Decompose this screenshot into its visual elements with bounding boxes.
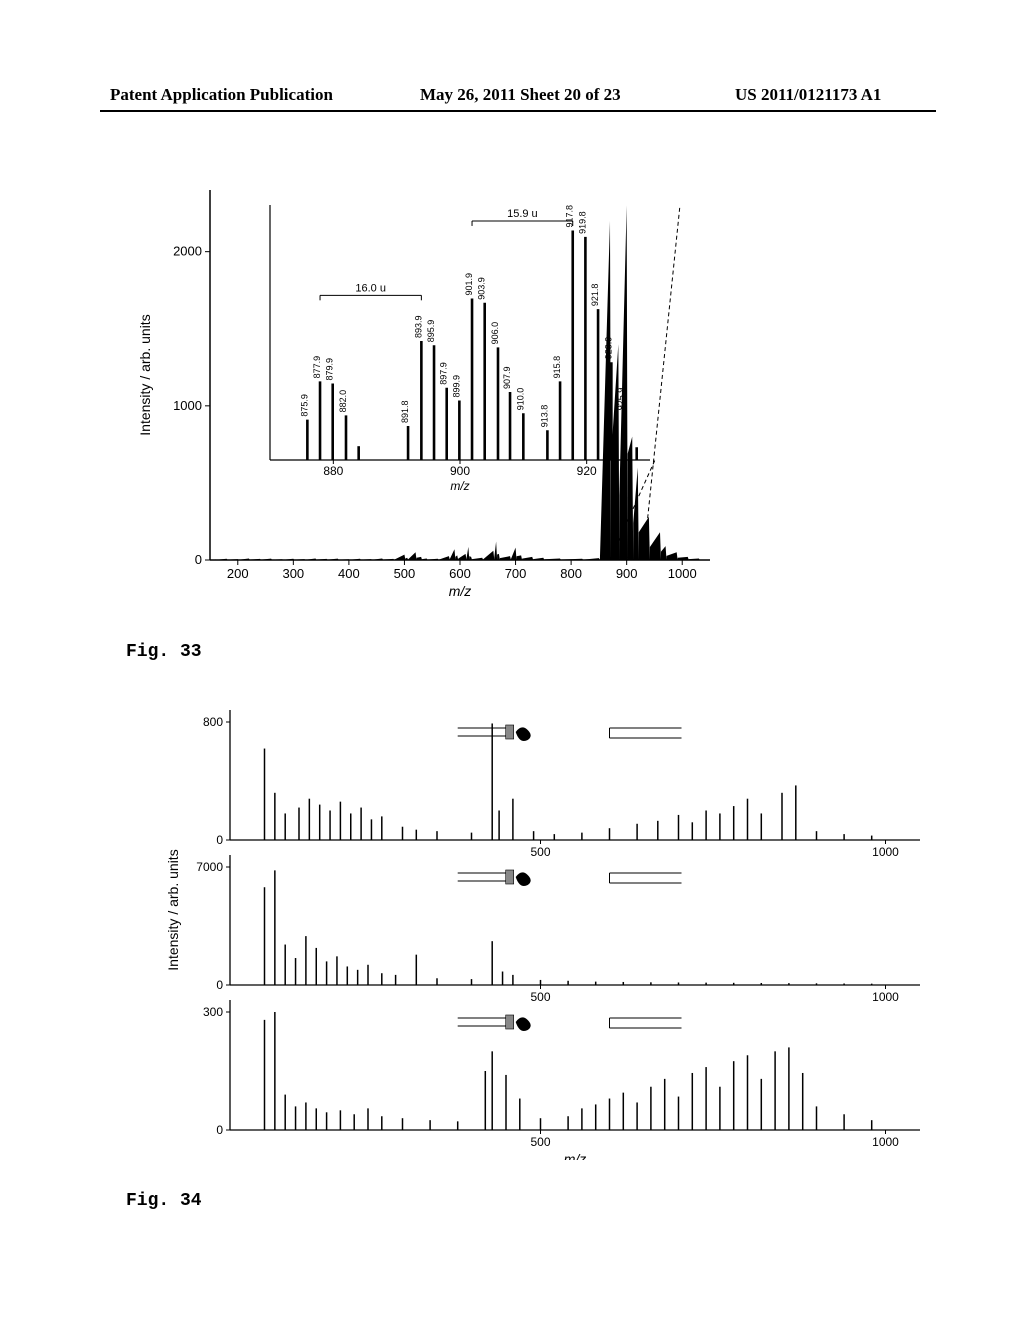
svg-text:2000: 2000 xyxy=(173,244,202,259)
header-patent-number: US 2011/0121173 A1 xyxy=(735,85,881,105)
svg-text:800: 800 xyxy=(203,715,223,729)
fig33-chart: 0 1000 2000 200 300 400 500 600 700 800 900 1000 m/z… xyxy=(130,160,730,600)
svg-text:1000: 1000 xyxy=(668,566,697,581)
svg-text:913.8: 913.8 xyxy=(539,405,549,428)
svg-text:907.9: 907.9 xyxy=(502,366,512,389)
svg-text:910.0: 910.0 xyxy=(515,388,525,411)
svg-text:891.8: 891.8 xyxy=(400,400,410,423)
svg-text:923.9: 923.9 xyxy=(603,337,613,360)
svg-text:877.9: 877.9 xyxy=(312,356,322,379)
svg-text:906.0: 906.0 xyxy=(490,322,500,345)
svg-text:800: 800 xyxy=(560,566,582,581)
svg-text:899.9: 899.9 xyxy=(451,375,461,398)
svg-text:879.9: 879.9 xyxy=(325,358,335,381)
fig34-caption: Fig. 34 xyxy=(126,1191,202,1211)
svg-text:300: 300 xyxy=(282,566,304,581)
svg-text:Intensity / arb. units: Intensity / arb. units xyxy=(137,314,153,435)
svg-text:Intensity / arb. units: Intensity / arb. units xyxy=(165,849,181,970)
svg-text:500: 500 xyxy=(530,1135,550,1149)
fig33-svg: 0 1000 2000 200 300 400 500 600 700 800 900 1000 m/z… xyxy=(130,160,730,600)
fig34-chart: Intensity / arb. units 0 800 500 1000 0 7000 50… xyxy=(160,700,940,1160)
svg-text:900: 900 xyxy=(616,566,638,581)
svg-text:m/z: m/z xyxy=(564,1151,587,1160)
svg-text:1000: 1000 xyxy=(872,1135,899,1149)
svg-text:920: 920 xyxy=(577,464,597,478)
svg-text:1000: 1000 xyxy=(173,398,202,413)
svg-text:1000: 1000 xyxy=(872,845,899,859)
svg-text:0: 0 xyxy=(216,833,223,847)
svg-text:0: 0 xyxy=(216,1123,223,1137)
svg-text:0: 0 xyxy=(216,978,223,992)
fig33-caption: Fig. 33 xyxy=(126,642,202,662)
svg-text:500: 500 xyxy=(394,566,416,581)
svg-text:882.0: 882.0 xyxy=(338,390,348,413)
svg-text:500: 500 xyxy=(530,990,550,1004)
svg-text:200: 200 xyxy=(227,566,249,581)
svg-text:925.9: 925.9 xyxy=(616,388,626,411)
svg-text:1000: 1000 xyxy=(872,990,899,1004)
svg-text:0: 0 xyxy=(195,552,202,567)
svg-text:900: 900 xyxy=(450,464,470,478)
svg-text:895.9: 895.9 xyxy=(426,320,436,343)
svg-text:500: 500 xyxy=(530,845,550,859)
header-publication: Patent Application Publication xyxy=(110,85,333,105)
fig34-svg: Intensity / arb. units 0 800 500 1000 0 7000 50… xyxy=(160,700,940,1160)
svg-text:15.9 u: 15.9 u xyxy=(507,208,538,220)
svg-text:16.0 u: 16.0 u xyxy=(355,282,386,294)
svg-text:m/z: m/z xyxy=(450,479,469,493)
svg-text:893.9: 893.9 xyxy=(413,315,423,338)
svg-text:901.9: 901.9 xyxy=(464,273,474,296)
svg-text:919.8: 919.8 xyxy=(577,211,587,234)
svg-text:600: 600 xyxy=(449,566,471,581)
svg-text:903.9: 903.9 xyxy=(477,277,487,300)
svg-text:700: 700 xyxy=(505,566,527,581)
svg-text:897.9: 897.9 xyxy=(439,362,449,385)
svg-text:m/z: m/z xyxy=(449,583,472,599)
header-date-sheet: May 26, 2011 Sheet 20 of 23 xyxy=(420,85,621,105)
header-divider xyxy=(100,110,936,112)
svg-text:875.9: 875.9 xyxy=(299,394,309,417)
svg-text:300: 300 xyxy=(203,1005,223,1019)
svg-text:915.8: 915.8 xyxy=(552,356,562,379)
svg-text:921.8: 921.8 xyxy=(590,284,600,307)
svg-text:7000: 7000 xyxy=(196,860,223,874)
svg-text:880: 880 xyxy=(323,464,343,478)
svg-text:400: 400 xyxy=(338,566,360,581)
